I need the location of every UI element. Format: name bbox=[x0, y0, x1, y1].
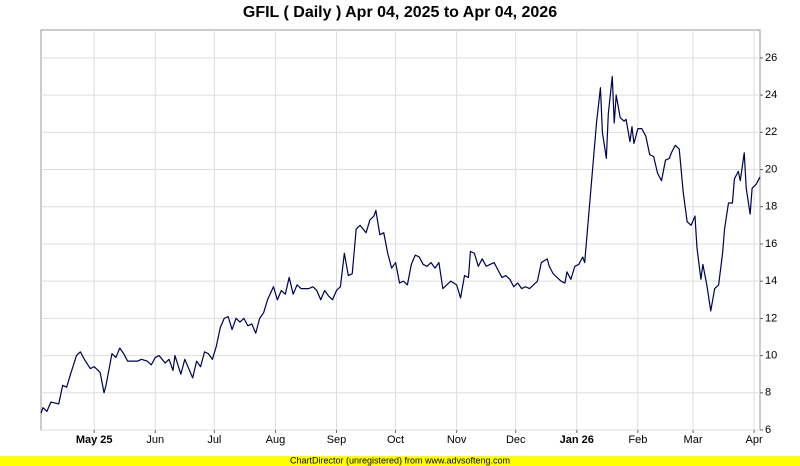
y-tick-label: 20 bbox=[765, 163, 777, 175]
price-line bbox=[40, 75, 761, 414]
y-tick-label: 26 bbox=[765, 52, 777, 64]
x-tick-label: Nov bbox=[447, 434, 467, 446]
x-tick-label: Jan 26 bbox=[560, 434, 594, 446]
y-tick-label: 8 bbox=[765, 387, 771, 399]
x-tick-label: Jul bbox=[207, 434, 221, 446]
x-tick-label: May 25 bbox=[76, 434, 113, 446]
x-tick-label: Feb bbox=[628, 434, 647, 446]
plot-area bbox=[40, 29, 761, 431]
y-tick-label: 18 bbox=[765, 201, 777, 213]
grid: 6 8 10 12 14 16 18 20 22 24 26 May 25 Jun Jul Aug Sep Oc… bbox=[41, 30, 777, 446]
x-tick-label: Aug bbox=[266, 434, 286, 446]
y-tick-label: 16 bbox=[765, 238, 777, 250]
y-tick-label: 12 bbox=[765, 312, 777, 324]
y-tick-label: 14 bbox=[765, 275, 777, 287]
x-tick-label: Apr bbox=[746, 434, 763, 446]
y-tick-label: 22 bbox=[765, 126, 777, 138]
marks bbox=[40, 75, 761, 414]
x-tick-label: Dec bbox=[506, 434, 526, 446]
x-tick-label: Jun bbox=[146, 434, 164, 446]
y-tick-label: 6 bbox=[765, 424, 771, 436]
footer-bar bbox=[0, 456, 800, 466]
y-tick-label: 24 bbox=[765, 89, 777, 101]
x-tick-label: Oct bbox=[387, 434, 404, 446]
y-tick-label: 10 bbox=[765, 349, 777, 361]
x-tick-label: Sep bbox=[327, 434, 347, 446]
x-tick-label: Mar bbox=[684, 434, 703, 446]
footer: ChartDirector (unregistered) from www.ad… bbox=[290, 455, 510, 465]
chart-title: GFIL ( Daily ) Apr 04, 2025 to Apr 04, 2… bbox=[243, 4, 557, 21]
